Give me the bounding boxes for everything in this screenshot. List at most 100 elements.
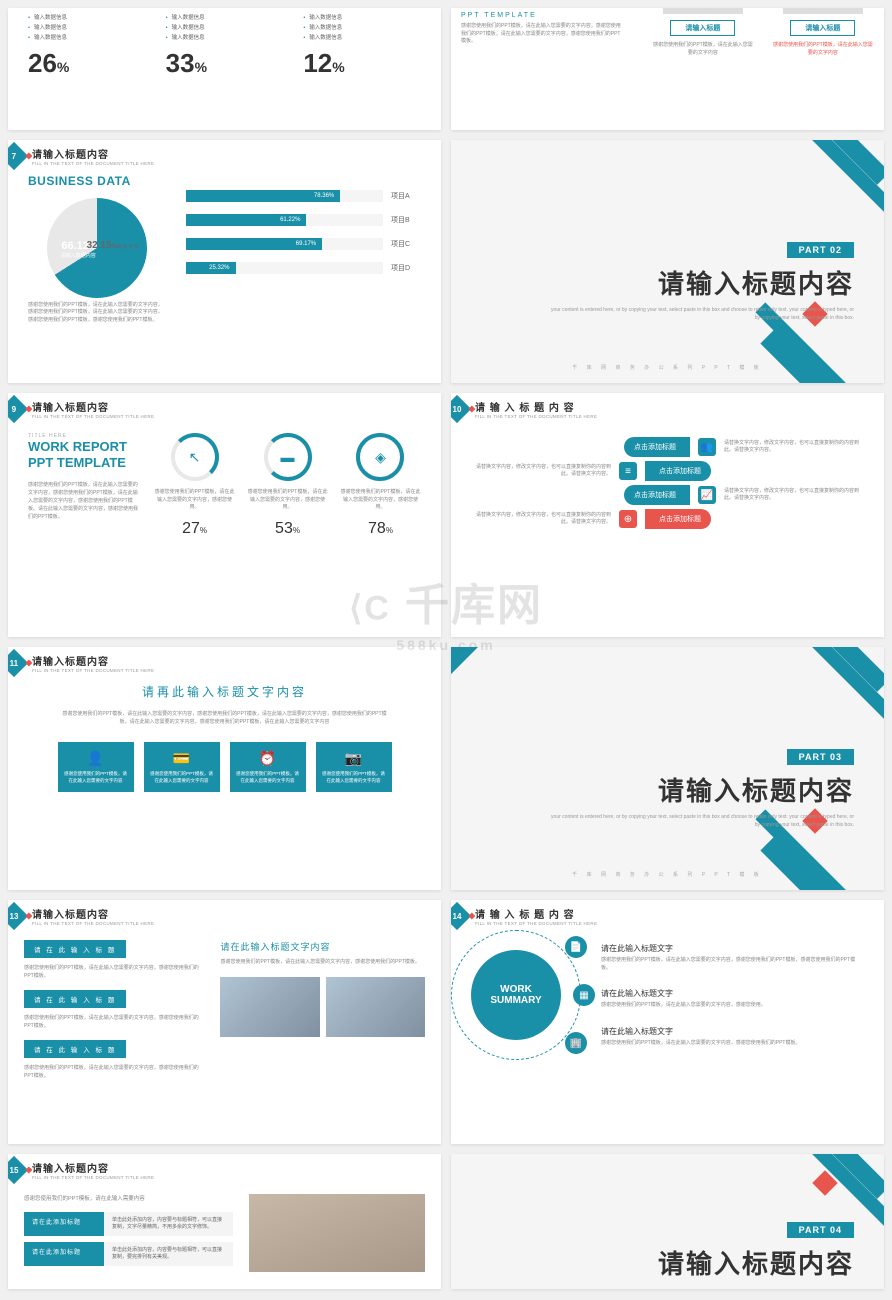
- summary-item: 请在此输入标题文字感谢您使用我们的PPT模板，请在此输入您需要的文字内容，感谢您…: [601, 943, 864, 972]
- section-divider-2: PART 02 请输入标题内容 your content is entered …: [451, 140, 884, 384]
- pie-desc: 感谢您使用我们的PPT模板，请在此输入您需要的文字内容，感谢您使用我们的PPT模…: [28, 302, 166, 325]
- part-tag: PART 03: [787, 749, 854, 765]
- card-image: [783, 8, 863, 14]
- slide-number-icon: 9: [8, 395, 28, 423]
- right-title: 请在此输入标题文字内容: [220, 940, 425, 953]
- summary-item: 请在此输入标题文字感谢您使用我们的PPT模板，请在此输入您需要的文字内容，感谢您…: [601, 988, 864, 1010]
- section-title: 请输入标题内容: [551, 264, 854, 301]
- slide-header: 11 请输入标题内容FILL IN THE TEXT OF THE DOCUME…: [8, 653, 154, 673]
- section-footer: 千 库 网 商 务 办 公 系 列 P P T 模 板: [451, 871, 884, 878]
- item-tag: 请 在 此 输 入 标 题: [24, 1040, 126, 1058]
- box-icon: 📷: [322, 750, 386, 767]
- right-desc: 感谢您使用我们的PPT模板，请在此输入您需要的文字内容，感谢您使用我们的PPT模…: [220, 959, 425, 967]
- slide-7: 7 请输入标题内容FILL IN THE TEXT OF THE DOCUMEN…: [8, 140, 441, 384]
- info-box: 👤感谢您使用我们的PPT模板，请在此输入您需要的文字内容: [58, 742, 134, 793]
- bar-chart: 78.36%项目A 61.22%项目B 69.17%项目C 25.32%项目D: [186, 174, 421, 325]
- business-data-heading: BUSINESS DATA: [28, 174, 166, 188]
- ring-icon: ↖: [189, 449, 201, 466]
- arrow-icon: 📈: [698, 486, 716, 504]
- slide-title: 请输入标题内容: [32, 653, 154, 668]
- dot-icon: ▦: [573, 984, 595, 1006]
- arrow-icon: ⊕: [619, 510, 637, 528]
- stat-value: 12%: [303, 48, 421, 79]
- title-row: 请在此添加标题单击此处添加内容，内容要与标题相符，可以直接复制，文字尽量精简，不…: [24, 1212, 233, 1236]
- pie-side-label: 32.15%数 据 内 容: [87, 240, 139, 251]
- bar-row: 69.17%项目C: [186, 238, 421, 250]
- box-icon: 💳: [150, 750, 214, 767]
- slide-header: 7 请输入标题内容FILL IN THE TEXT OF THE DOCUMEN…: [8, 146, 154, 166]
- template-desc: 感谢您使用我们的PPT模板，请在此输入您需要的文字内容，感谢您使用我们的PPT模…: [461, 23, 623, 46]
- summary-circle: WORKSUMMARY 📄 ▦ 🏢: [471, 940, 581, 1050]
- progress-col: ◈感谢您使用我们的PPT模板，请在此输入您需要的文字内容，感谢您使用。78%: [340, 433, 421, 538]
- bar-row: 61.22%项目B: [186, 214, 421, 226]
- template-label: PPT TEMPLATE: [461, 12, 623, 19]
- card-text: 感谢您使用我们的PPT模板，请在此输入您需要的文字内容: [653, 42, 753, 57]
- slide-subtitle: FILL IN THE TEXT OF THE DOCUMENT TITLE H…: [32, 921, 154, 926]
- slide-header: 15 请输入标题内容FILL IN THE TEXT OF THE DOCUME…: [8, 1160, 154, 1180]
- slide-subtitle: FILL IN THE TEXT OF THE DOCUMENT TITLE H…: [32, 414, 154, 419]
- stat-3: 输入数据信息输入数据信息输入数据信息 12%: [293, 12, 431, 79]
- slide-title: 请输入标题内容: [32, 1160, 154, 1175]
- stat-1: 输入数据信息输入数据信息输入数据信息 26%: [18, 12, 156, 79]
- section-subtitle: your content is entered here, or by copy…: [551, 814, 854, 829]
- slide-number-icon: 15: [8, 1156, 28, 1184]
- bar-row: 78.36%项目A: [186, 190, 421, 202]
- item-text: 感谢您使用我们的PPT模板，请在此输入您需要的文字内容，感谢您使用我们的PPT模…: [24, 1062, 204, 1086]
- item-text: 感谢您使用我们的PPT模板，请在此输入您需要的文字内容，感谢您使用我们的PPT模…: [24, 1012, 204, 1036]
- slide-subtitle: FILL IN THE TEXT OF THE DOCUMENT TITLE H…: [475, 921, 597, 926]
- section-title: 请输入标题内容: [551, 1244, 854, 1281]
- image-placeholder: [249, 1194, 425, 1272]
- title-row: 请在此添加标题单击此处添加内容，内容要与标题相符，可以直接复制，要完排列有关美观…: [24, 1242, 233, 1266]
- card-text: 感谢您使用我们的PPT模板，请在此输入您需要的文字内容: [773, 42, 873, 57]
- arrow-row: 点击添加标题📈请替换文字内容，修改文字内容，也可以直接复制你的内容到此。请替换文…: [471, 485, 864, 505]
- section-divider-4: PART 04 请输入标题内容: [451, 1154, 884, 1289]
- pie-chart: 66.12%请输入数据内容 32.15%数 据 内 容: [47, 198, 147, 298]
- arrow-icon: ≡: [619, 462, 637, 480]
- stat-value: 33%: [166, 48, 284, 79]
- section-subtitle: your content is entered here, or by copy…: [551, 307, 854, 322]
- bar-row: 25.32%项目D: [186, 262, 421, 274]
- slide-number-icon: 7: [8, 142, 28, 170]
- slide-subtitle: FILL IN THE TEXT OF THE DOCUMENT TITLE H…: [32, 161, 154, 166]
- lead-text: 感谢您使用我们的PPT模板，请在此输入需要内容: [24, 1194, 233, 1202]
- ring-icon: ◈: [375, 449, 386, 466]
- slide-cards: PPT TEMPLATE 感谢您使用我们的PPT模板，请在此输入您需要的文字内容…: [451, 8, 884, 130]
- progress-col: ↖感谢您使用我们的PPT模板，请在此输入您需要的文字内容，感谢您使用。27%: [154, 433, 235, 538]
- section-footer: 千 库 网 商 务 办 公 系 列 P P T 模 板: [451, 364, 884, 371]
- slide-number-icon: 13: [8, 902, 28, 930]
- slide-title: 请输入标题内容: [32, 399, 154, 414]
- slide-desc: 感谢您使用我们的PPT模板，请在此输入您需要的文字内容，感谢您使用我们的PPT模…: [57, 710, 391, 726]
- card-1: 请输入标题 感谢您使用我们的PPT模板，请在此输入您需要的文字内容: [653, 8, 753, 130]
- progress-col: ▬感谢您使用我们的PPT模板，请在此输入您需要的文字内容，感谢您使用。53%: [247, 433, 328, 538]
- image-placeholder: [326, 977, 425, 1037]
- work-report-desc: 感谢您使用我们的PPT模板，请在此输入您需要的文字内容，感谢您使用我们的PPT模…: [28, 481, 138, 521]
- slide-11: 11 请输入标题内容FILL IN THE TEXT OF THE DOCUME…: [8, 647, 441, 891]
- part-tag: PART 02: [787, 242, 854, 258]
- arrow-row: 请替换文字内容，修改文字内容，也可以直接复制你的内容到此。请替换文字内容。≡点击…: [471, 461, 864, 481]
- slide-subtitle: FILL IN THE TEXT OF THE DOCUMENT TITLE H…: [32, 668, 154, 673]
- card-2: 请输入标题 感谢您使用我们的PPT模板，请在此输入您需要的文字内容: [773, 8, 873, 130]
- slide-header: 9 请输入标题内容FILL IN THE TEXT OF THE DOCUMEN…: [8, 399, 154, 419]
- summary-item: 请在此输入标题文字感谢您使用我们的PPT模板，请在此输入您需要的文字内容，感谢您…: [601, 1026, 864, 1048]
- work-report-heading: WORK REPORT PPT TEMPLATE: [28, 439, 138, 470]
- slide-heading: 请再此输入标题文字内容: [28, 683, 421, 700]
- stat-value: 26%: [28, 48, 146, 79]
- slide-13: 13 请输入标题内容FILL IN THE TEXT OF THE DOCUME…: [8, 900, 441, 1144]
- slide-grid: 输入数据信息输入数据信息输入数据信息 26% 输入数据信息输入数据信息输入数据信…: [0, 0, 892, 1297]
- part-tag: PART 04: [787, 1222, 854, 1238]
- slide-15: 15 请输入标题内容FILL IN THE TEXT OF THE DOCUME…: [8, 1154, 441, 1289]
- slide-header: 13 请输入标题内容FILL IN THE TEXT OF THE DOCUME…: [8, 906, 154, 926]
- slide-title: 请 输 入 标 题 内 容: [475, 906, 597, 921]
- slide-title: 请 输 入 标 题 内 容: [475, 399, 597, 414]
- card-tag: 请输入标题: [790, 20, 855, 36]
- slide-14: 14 请 输 入 标 题 内 容FILL IN THE TEXT OF THE …: [451, 900, 884, 1144]
- ring-icon: ▬: [281, 449, 295, 465]
- section-divider-3: PART 03 请输入标题内容 your content is entered …: [451, 647, 884, 891]
- slide-10: 10 请 输 入 标 题 内 容FILL IN THE TEXT OF THE …: [451, 393, 884, 637]
- slide-title: 请输入标题内容: [32, 906, 154, 921]
- box-icon: 👤: [64, 750, 128, 767]
- item-tag: 请 在 此 输 入 标 题: [24, 940, 126, 958]
- slide-header: 14 请 输 入 标 题 内 容FILL IN THE TEXT OF THE …: [451, 906, 597, 926]
- slide-number-icon: 11: [8, 649, 28, 677]
- image-placeholder: [220, 977, 319, 1037]
